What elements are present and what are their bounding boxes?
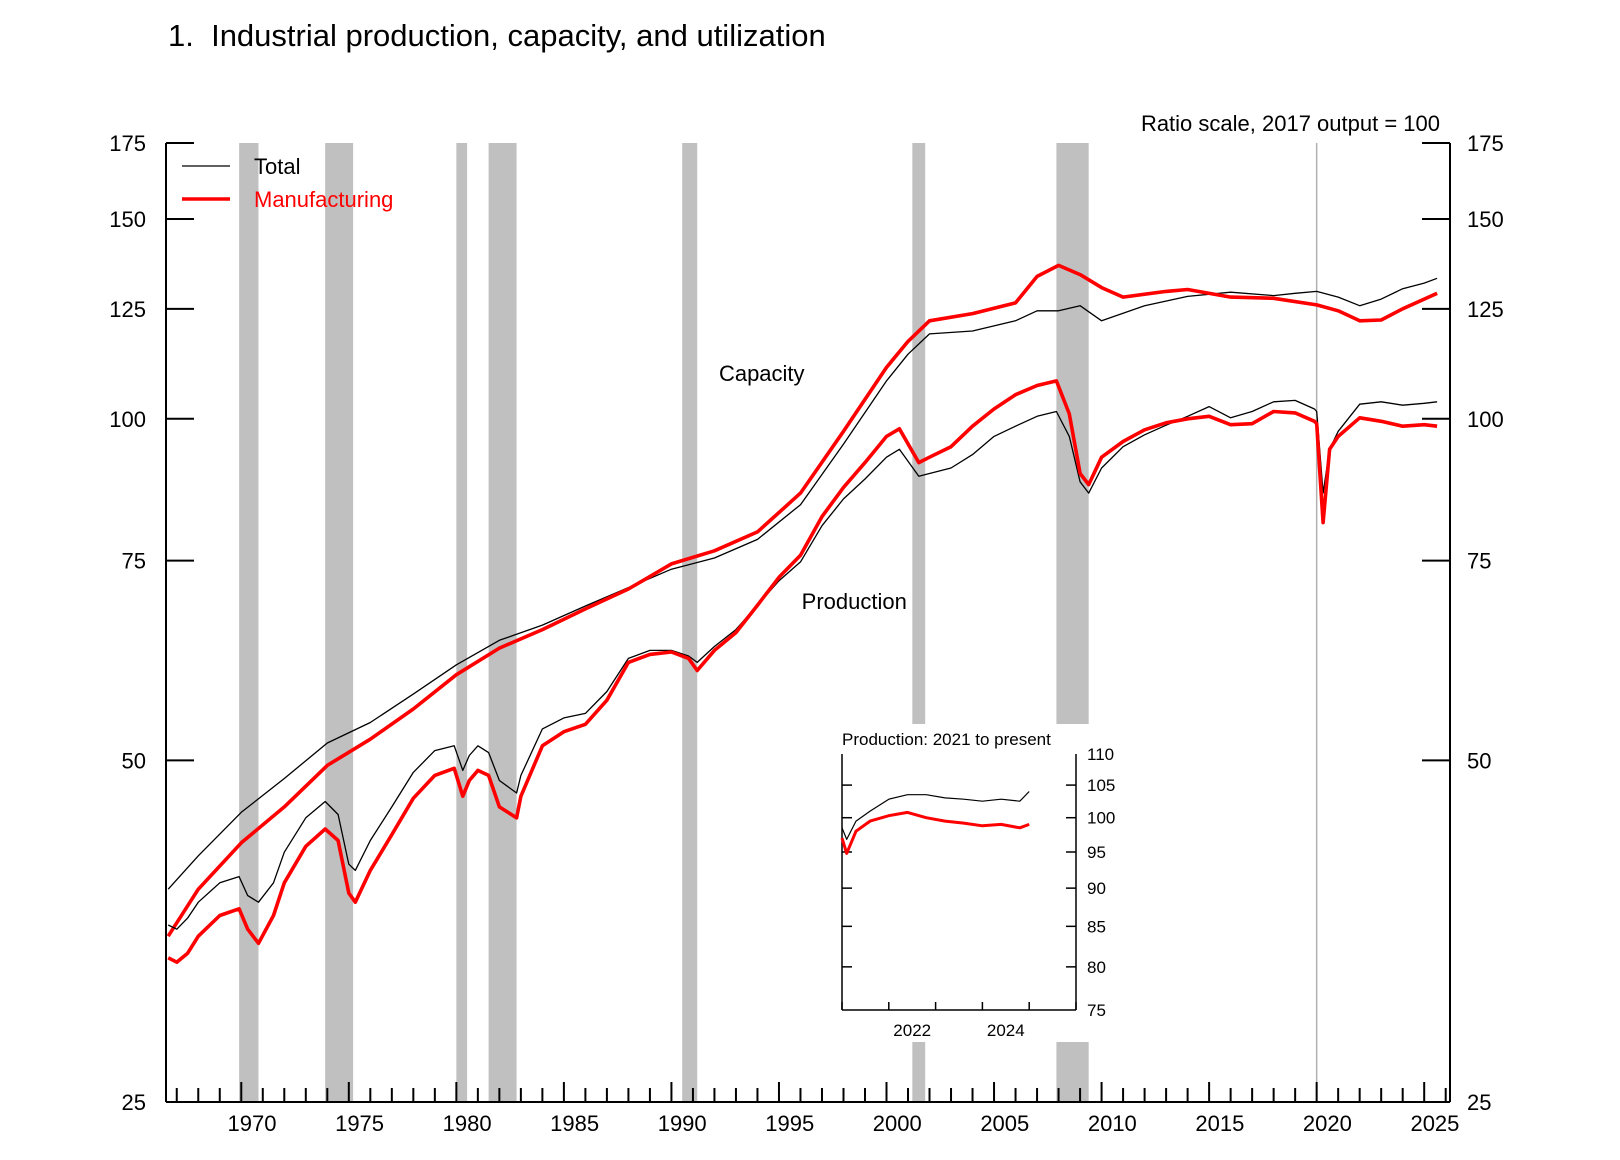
inset-y-tick-label-105: 105 xyxy=(1087,776,1115,795)
chart-title: 1. Industrial production, capacity, and … xyxy=(168,18,826,53)
y-tick-label-right-125: 125 xyxy=(1467,297,1504,322)
x-tick-label-1990: 1990 xyxy=(658,1111,707,1136)
x-tick-label-1980: 1980 xyxy=(443,1111,492,1136)
x-tick-label-1995: 1995 xyxy=(765,1111,814,1136)
inset-x-tick-label-2024: 2024 xyxy=(987,1021,1025,1040)
recession-band-5 xyxy=(682,143,698,1102)
inset-manufacturing-line xyxy=(840,810,1030,855)
recession-band-3 xyxy=(456,143,468,1102)
y-tick-label-right-150: 150 xyxy=(1467,207,1504,232)
y-tick-label-left-100: 100 xyxy=(109,407,146,432)
x-tick-label-2010: 2010 xyxy=(1088,1111,1137,1136)
x-tick-label-2000: 2000 xyxy=(873,1111,922,1136)
inset-y-tick-label-110: 110 xyxy=(1087,745,1114,764)
inset-y-tick-label-80: 80 xyxy=(1087,958,1106,977)
annotation-production: Production xyxy=(802,589,907,614)
inset-y-tick-label-95: 95 xyxy=(1087,843,1106,862)
inset-y-tick-label-85: 85 xyxy=(1087,917,1106,936)
y-tick-label-left-150: 150 xyxy=(109,207,146,232)
annotation-capacity: Capacity xyxy=(719,361,805,386)
inset-y-tick-label-75: 75 xyxy=(1087,1001,1106,1020)
y-tick-label-right-75: 75 xyxy=(1467,549,1491,574)
scale-note: Ratio scale, 2017 output = 100 xyxy=(1141,111,1440,136)
recession-band-2 xyxy=(325,143,354,1102)
y-tick-label-right-50: 50 xyxy=(1467,748,1491,773)
inset-title: Production: 2021 to present xyxy=(842,730,1051,749)
y-tick-label-left-75: 75 xyxy=(122,549,146,574)
x-tick-label-2025: 2025 xyxy=(1410,1111,1459,1136)
legend: Total Manufacturing xyxy=(182,154,393,212)
main-axes: 25 25 50 50 75 75 100 100 125 125 150 150 175 175 1970… xyxy=(109,131,1503,1136)
annotations: Capacity Production xyxy=(719,361,907,614)
recession-band-1 xyxy=(239,143,259,1102)
y-tick-label-left-50: 50 xyxy=(122,748,146,773)
inset-chart: Production: 2021 to present 75 80 85 90 95 100… xyxy=(838,724,1132,1042)
inset-y-tick-label-100: 100 xyxy=(1087,809,1115,828)
inset-total-line xyxy=(841,791,1030,841)
x-tick-label-2015: 2015 xyxy=(1195,1111,1244,1136)
x-tick-label-1970: 1970 xyxy=(228,1111,277,1136)
y-tick-label-left-125: 125 xyxy=(109,297,146,322)
x-tick-label-2020: 2020 xyxy=(1303,1111,1352,1136)
y-tick-label-right-25: 25 xyxy=(1467,1090,1491,1115)
inset-x-tick-label-2022: 2022 xyxy=(893,1021,931,1040)
y-tick-label-left-25: 25 xyxy=(122,1090,146,1115)
manufacturing-capacity-line xyxy=(166,263,1438,938)
y-tick-label-right-100: 100 xyxy=(1467,407,1504,432)
recession-band-4 xyxy=(488,143,517,1102)
y-tick-label-left-175: 175 xyxy=(109,131,146,156)
inset-y-tick-label-90: 90 xyxy=(1087,879,1106,898)
x-tick-label-1975: 1975 xyxy=(335,1111,384,1136)
manufacturing-production-line xyxy=(167,379,1438,965)
total-capacity-line xyxy=(167,277,1438,890)
legend-label-total: Total xyxy=(254,154,300,179)
total-production-line xyxy=(167,399,1438,930)
main-series xyxy=(166,263,1438,965)
legend-label-manufacturing: Manufacturing xyxy=(254,187,393,212)
y-tick-label-right-175: 175 xyxy=(1467,131,1504,156)
x-tick-label-1985: 1985 xyxy=(550,1111,599,1136)
inset-background xyxy=(838,724,1132,1042)
x-tick-label-2005: 2005 xyxy=(980,1111,1029,1136)
